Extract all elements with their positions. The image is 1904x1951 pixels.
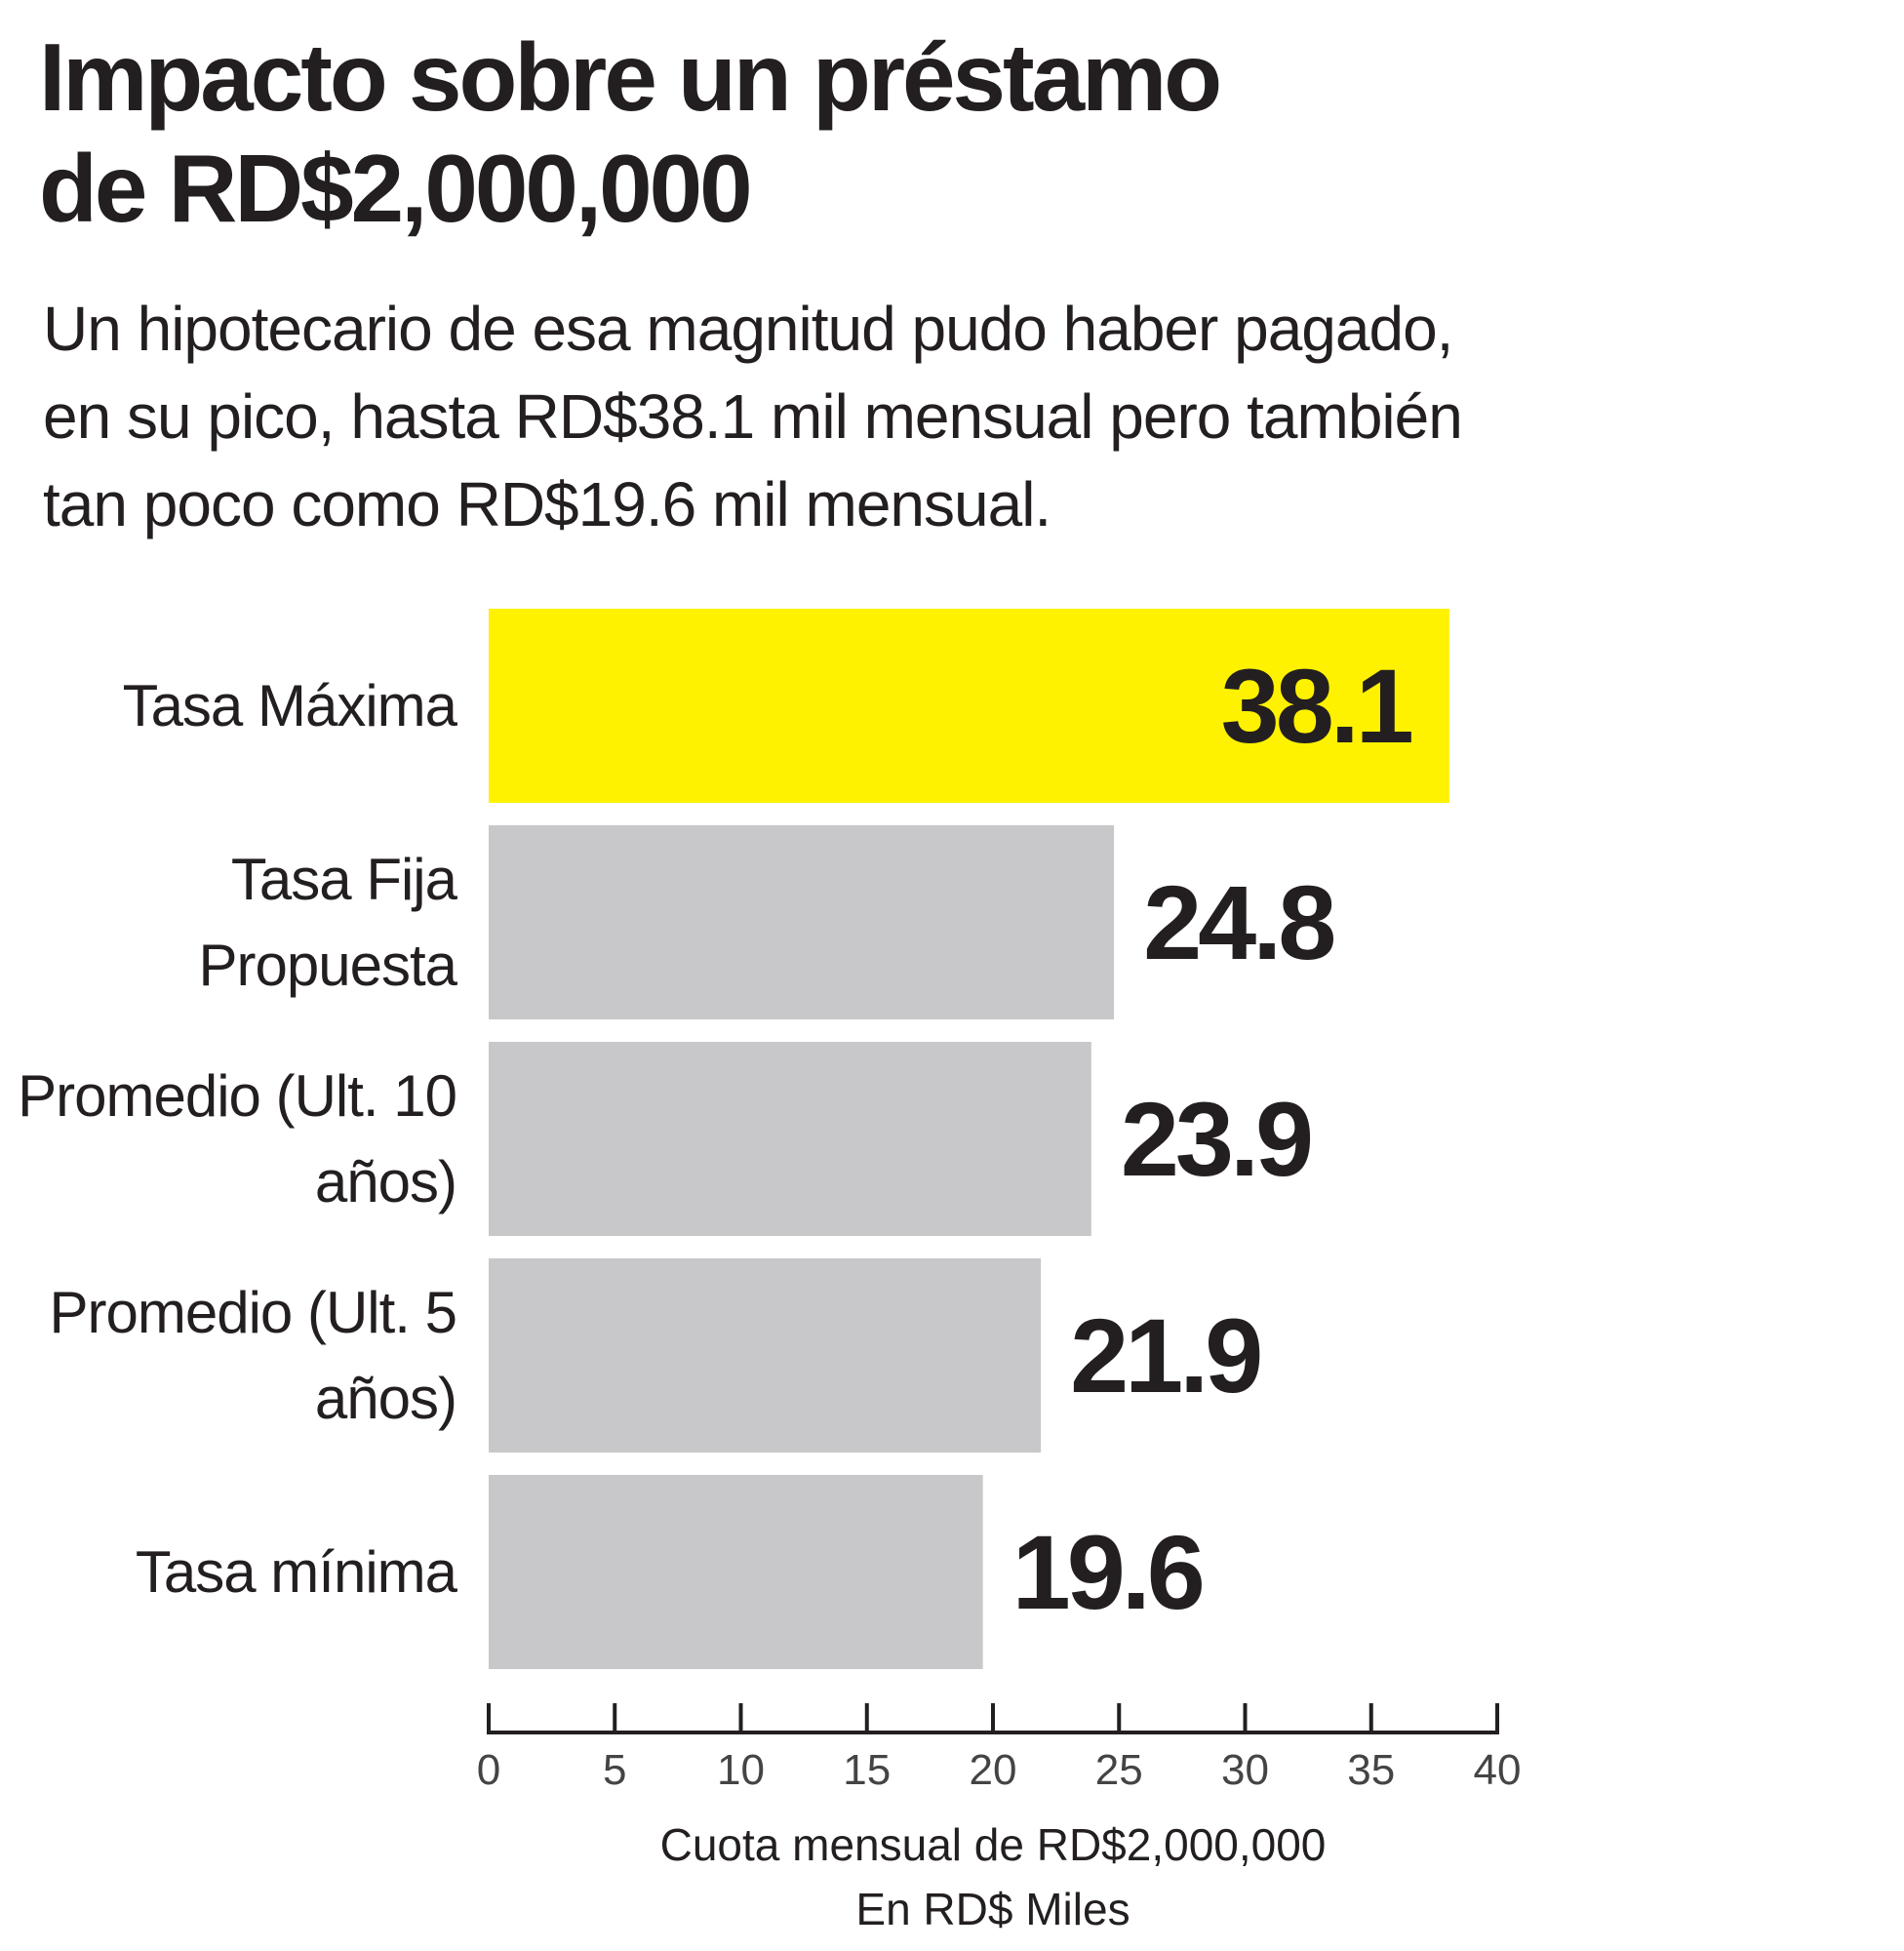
y-tick-label: Promedio (Ult. 5 años) <box>49 1279 457 1431</box>
bar <box>489 825 1115 1019</box>
x-tick-label: 20 <box>969 1746 1017 1794</box>
y-tick-label: Tasa Fija Propuesta <box>198 846 457 998</box>
bar <box>489 609 1449 803</box>
bar <box>489 1042 1091 1236</box>
x-tick-label: 15 <box>843 1746 892 1794</box>
data-label: 19.6 <box>1012 1513 1206 1631</box>
x-tick-label: 40 <box>1473 1746 1522 1794</box>
x-tick-label: 30 <box>1221 1746 1269 1794</box>
chart-subtitle: Un hipotecario de esa magnitud pudo habe… <box>43 294 1463 539</box>
x-tick-label: 25 <box>1094 1746 1143 1794</box>
data-label: 38.1 <box>1220 647 1414 765</box>
y-tick-label: Tasa Máxima <box>122 672 457 738</box>
x-tick-label: 0 <box>476 1746 501 1794</box>
x-tick-label: 5 <box>603 1746 627 1794</box>
x-axis-label: Cuota mensual de RD$2,000,000 En RD$ Mil… <box>659 1819 1327 1934</box>
x-tick-label: 10 <box>717 1746 765 1794</box>
data-label: 23.9 <box>1120 1080 1314 1198</box>
chart-title: Impacto sobre un préstamo de RD$2,000,00… <box>39 23 1222 242</box>
bar <box>489 1475 983 1669</box>
x-tick-label: 35 <box>1347 1746 1396 1794</box>
data-label: 21.9 <box>1070 1296 1263 1414</box>
bar <box>489 1258 1042 1453</box>
y-tick-label: Promedio (Ult. 10 años) <box>18 1062 457 1214</box>
y-tick-label: Tasa mínima <box>135 1538 457 1605</box>
data-label: 24.8 <box>1143 863 1336 981</box>
